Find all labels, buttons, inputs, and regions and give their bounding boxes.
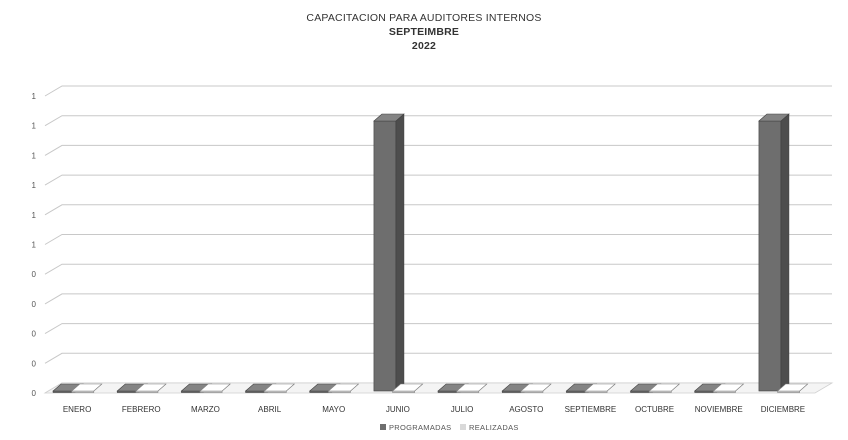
gridline [44, 144, 832, 156]
y-tick-label: 1 [32, 211, 37, 220]
chart-year: 2022 [411, 40, 437, 52]
bar-programadas-diciembre [758, 113, 790, 392]
gridline [44, 174, 832, 186]
bar-realizadas-junio [391, 383, 424, 393]
gridline [44, 323, 832, 335]
bar-realizadas-mayo [327, 383, 360, 393]
gridline [44, 234, 832, 245]
legend-swatch-programadas [380, 424, 386, 430]
y-tick-label: 1 [32, 151, 37, 160]
y-tick-label: 1 [32, 241, 37, 250]
bar-realizadas-abril [263, 383, 296, 393]
bar-realizadas-octubre [648, 383, 681, 393]
gridline [44, 263, 832, 275]
bar-programadas-junio [373, 113, 405, 392]
bar-realizadas-julio [455, 383, 488, 393]
y-tick-label: 0 [32, 270, 37, 279]
bar-realizadas-diciembre [776, 383, 809, 393]
x-tick-label: ENERO [63, 405, 91, 414]
y-tick-label: 0 [32, 359, 37, 368]
bar-realizadas-septiembre [584, 383, 616, 393]
y-tick-label: 0 [32, 330, 37, 339]
bar-realizadas-enero [70, 383, 103, 393]
x-tick-label: JULIO [451, 405, 474, 414]
x-tick-label: AGOSTO [509, 405, 543, 414]
x-tick-label: MAYO [322, 405, 345, 414]
legend-label-realizadas: REALIZADAS [469, 423, 519, 432]
bar-realizadas-febrero [135, 383, 167, 393]
bar-realizadas-marzo [199, 383, 231, 393]
legend-label-programadas: PROGRAMADAS [389, 423, 451, 432]
x-tick-label: MARZO [191, 405, 220, 414]
x-tick-label: SEPTIEMBRE [565, 405, 617, 414]
gridline [44, 352, 832, 364]
legend-swatch-realizadas [460, 424, 466, 430]
y-tick-label: 0 [32, 300, 37, 309]
gridline [44, 204, 832, 216]
x-tick-label: FEBRERO [122, 405, 161, 414]
x-tick-label: NOVIEMBRE [695, 405, 743, 414]
x-tick-label: JUNIO [386, 405, 410, 414]
x-tick-label: ABRIL [258, 405, 282, 414]
y-tick-label: 1 [32, 122, 37, 131]
bar-realizadas-noviembre [712, 383, 745, 393]
gridline [44, 115, 832, 127]
y-tick-label: 1 [32, 181, 37, 190]
x-tick-label: DICIEMBRE [761, 405, 805, 414]
x-tick-label: OCTUBRE [635, 405, 674, 414]
gridline [44, 85, 832, 97]
gridline [44, 293, 832, 305]
y-tick-label: 0 [32, 389, 37, 398]
bar-realizadas-agosto [520, 383, 552, 393]
y-tick-label: 1 [32, 92, 37, 101]
chart-subtitle: SEPTEIMBRE [388, 26, 460, 38]
chart-title: CAPACITACION PARA AUDITORES INTERNOS [306, 12, 542, 24]
